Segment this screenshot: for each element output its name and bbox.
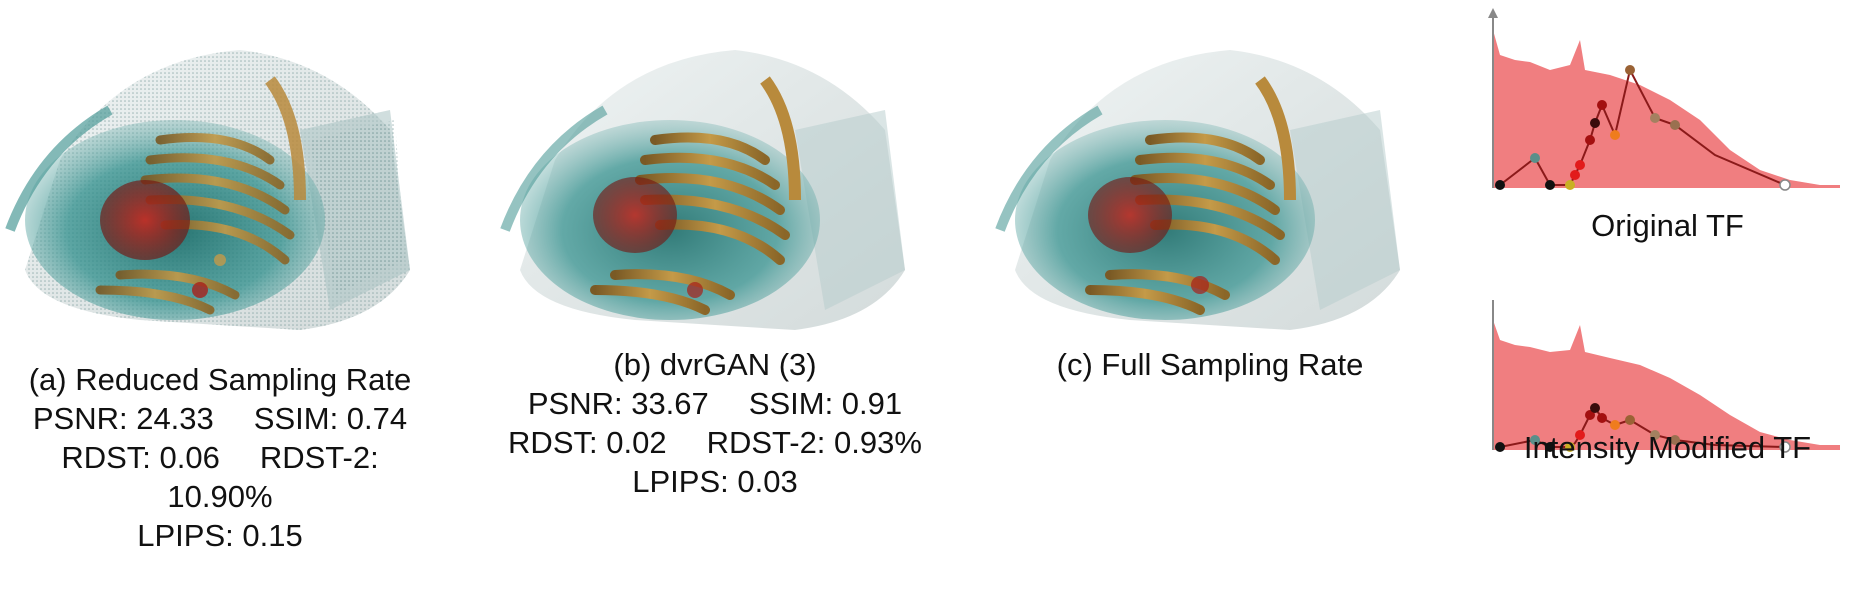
- metrics-row-1: PSNR: 33.67 SSIM: 0.91: [495, 384, 935, 423]
- tf-modified-label: Intensity Modified TF: [1523, 430, 1812, 465]
- volume-render-reduced-sampling: [5, 50, 410, 330]
- caption-b-title: (b) dvrGAN (3): [613, 347, 817, 382]
- psnr-value: PSNR: 24.33: [32, 401, 214, 436]
- tf-modified-plot: [1492, 300, 1840, 453]
- volume-render-dvrgan: [500, 50, 905, 330]
- caption-a: (a) Reduced Sampling Rate PSNR: 24.33 SSI…: [0, 360, 440, 555]
- rdst2-value: 10.90%: [167, 479, 273, 514]
- tf-intensity-modified: Intensity Modified TF: [1470, 300, 1865, 550]
- metrics-row-2: RDST: 0.06 RDST-2:: [0, 438, 440, 477]
- tf-original-label: Original TF: [1591, 208, 1744, 243]
- rdst-value: RDST: 0.02: [508, 425, 667, 460]
- ssim-value: SSIM: 0.91: [748, 386, 903, 421]
- panel-a: (a) Reduced Sampling Rate PSNR: 24.33 SSI…: [0, 0, 440, 606]
- panel-b: (b) dvrGAN (3) PSNR: 33.67 SSIM: 0.91 RDS…: [495, 0, 935, 606]
- metrics-row-1: PSNR: 24.33 SSIM: 0.74: [0, 399, 440, 438]
- caption-b: (b) dvrGAN (3) PSNR: 33.67 SSIM: 0.91 RDS…: [495, 345, 935, 501]
- tf-original-plot: [1488, 8, 1840, 191]
- psnr-value: PSNR: 33.67: [527, 386, 709, 421]
- panel-c: (c) Full Sampling Rate: [990, 0, 1430, 606]
- tf-modified-control-points[interactable]: [1495, 403, 1791, 453]
- caption-c-title: (c) Full Sampling Rate: [1056, 347, 1364, 382]
- caption-c: (c) Full Sampling Rate: [990, 345, 1430, 384]
- metrics-row-2: RDST: 0.02 RDST-2: 0.93%: [495, 423, 935, 462]
- caption-a-title: (a) Reduced Sampling Rate: [28, 362, 412, 397]
- ssim-value: SSIM: 0.74: [253, 401, 408, 436]
- lpips-value: LPIPS: 0.15: [137, 518, 303, 553]
- rdst2-value: RDST-2: 0.93%: [706, 425, 922, 460]
- tf-original-control-points[interactable]: [1495, 65, 1791, 191]
- rdst2-label: RDST-2:: [259, 440, 379, 475]
- tf-original: Original TF: [1470, 0, 1865, 250]
- volume-render-full-sampling: [995, 50, 1400, 330]
- lpips-value: LPIPS: 0.03: [632, 464, 798, 499]
- rdst-value: RDST: 0.06: [61, 440, 220, 475]
